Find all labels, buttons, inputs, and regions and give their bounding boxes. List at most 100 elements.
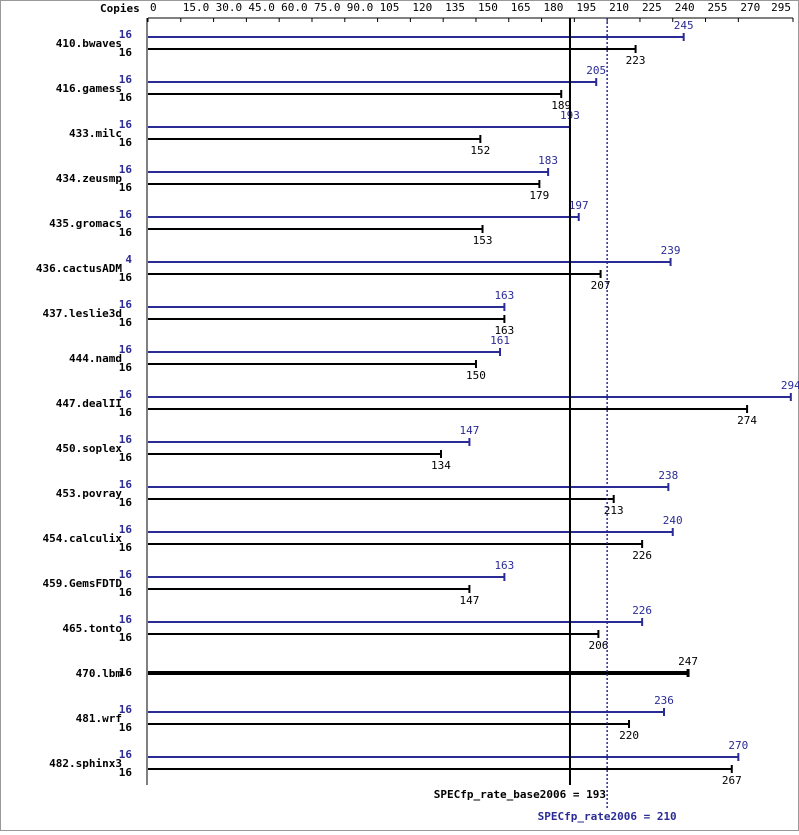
value-label: 226 (632, 549, 652, 562)
benchmark-name: 437.leslie3d (43, 307, 122, 320)
benchmark-name: 416.gamess (56, 82, 122, 95)
value-label: 183 (538, 154, 558, 167)
base-mean-label: SPECfp_rate_base2006 = 193 (434, 788, 606, 801)
copies: 16 (119, 388, 133, 401)
value-label: 147 (459, 594, 479, 607)
x-tick-label: 255 (708, 1, 728, 14)
value-label: 238 (658, 469, 678, 482)
copies: 16 (119, 568, 133, 581)
copies: 16 (119, 46, 133, 59)
benchmark-name: 459.GemsFDTD (43, 577, 123, 590)
value-label: 134 (431, 459, 451, 472)
peak-mean-label: SPECfp_rate2006 = 210 (538, 810, 677, 823)
x-tick-label: 60.0 (281, 1, 308, 14)
value-label: 163 (494, 324, 514, 337)
benchmark-name: 433.milc (69, 127, 122, 140)
x-tick-label: 195 (576, 1, 596, 14)
benchmark-name: 434.zeusmp (56, 172, 123, 185)
x-tick-label: 270 (740, 1, 760, 14)
value-label: 179 (529, 189, 549, 202)
value-label: 150 (466, 369, 486, 382)
copies: 16 (119, 721, 133, 734)
x-tick-label: 180 (544, 1, 564, 14)
x-tick-label: 210 (609, 1, 629, 14)
value-label: 152 (470, 144, 490, 157)
copies-header: Copies (100, 2, 140, 15)
benchmark-name: 482.sphinx3 (49, 757, 122, 770)
value-label: 223 (626, 54, 646, 67)
value-label: 205 (586, 64, 606, 77)
x-tick-label: 90.0 (347, 1, 374, 14)
copies: 16 (119, 73, 133, 86)
copies: 16 (119, 181, 133, 194)
copies: 16 (119, 316, 133, 329)
x-tick-label: 30.0 (216, 1, 243, 14)
value-label: 239 (661, 244, 681, 257)
copies: 16 (119, 766, 133, 779)
value-label: 247 (678, 655, 698, 668)
copies: 16 (119, 541, 133, 554)
value-label: 153 (473, 234, 493, 247)
benchmark-name: 435.gromacs (49, 217, 122, 230)
copies: 4 (125, 253, 132, 266)
value-label: 226 (632, 604, 652, 617)
copies: 16 (119, 226, 133, 239)
benchmark-name: 450.soplex (56, 442, 123, 455)
value-label: 294 (781, 379, 799, 392)
value-label: 274 (737, 414, 757, 427)
x-tick-label: 295 (771, 1, 791, 14)
benchmark-name: 444.namd (69, 352, 122, 365)
x-tick-label: 15.0 (183, 1, 210, 14)
copies: 16 (119, 28, 133, 41)
value-label: 213 (604, 504, 624, 517)
copies: 16 (119, 523, 133, 536)
copies: 16 (119, 271, 133, 284)
copies: 16 (119, 478, 133, 491)
value-label: 245 (674, 19, 694, 32)
x-tick-label: 105 (380, 1, 400, 14)
copies: 16 (119, 163, 133, 176)
copies: 16 (119, 343, 133, 356)
benchmark-name: 453.povray (56, 487, 123, 500)
benchmark-name: 447.dealII (56, 397, 122, 410)
value-label: 267 (722, 774, 742, 787)
x-tick-label: 225 (642, 1, 662, 14)
copies: 16 (119, 361, 133, 374)
x-tick-label: 75.0 (314, 1, 341, 14)
value-label: 206 (588, 639, 608, 652)
x-tick-label: 240 (675, 1, 695, 14)
copies: 16 (119, 208, 133, 221)
value-label: 240 (663, 514, 683, 527)
x-tick-label: 0 (150, 1, 157, 14)
value-label: 163 (494, 559, 514, 572)
x-tick-label: 45.0 (248, 1, 275, 14)
copies: 16 (119, 496, 133, 509)
copies: 16 (119, 298, 133, 311)
copies: 16 (119, 586, 133, 599)
copies: 16 (119, 406, 133, 419)
copies: 16 (119, 703, 133, 716)
value-label: 147 (459, 424, 479, 437)
value-label: 197 (569, 199, 589, 212)
copies: 16 (119, 136, 133, 149)
benchmark-name: 470.lbm (76, 667, 123, 680)
benchmark-name: 465.tonto (62, 622, 122, 635)
copies: 16 (119, 748, 133, 761)
x-tick-label: 165 (511, 1, 531, 14)
copies: 16 (119, 451, 133, 464)
benchmark-name: 410.bwaves (56, 37, 122, 50)
value-label: 189 (551, 99, 571, 112)
benchmark-name: 454.calculix (43, 532, 123, 545)
copies: 16 (119, 613, 133, 626)
benchmark-name: 436.cactusADM (36, 262, 122, 275)
x-tick-label: 150 (478, 1, 498, 14)
benchmark-name: 481.wrf (76, 712, 122, 725)
copies: 16 (119, 631, 133, 644)
value-label: 163 (494, 289, 514, 302)
value-label: 220 (619, 729, 639, 742)
x-tick-label: 120 (412, 1, 432, 14)
value-label: 207 (591, 279, 611, 292)
copies: 16 (119, 666, 133, 679)
